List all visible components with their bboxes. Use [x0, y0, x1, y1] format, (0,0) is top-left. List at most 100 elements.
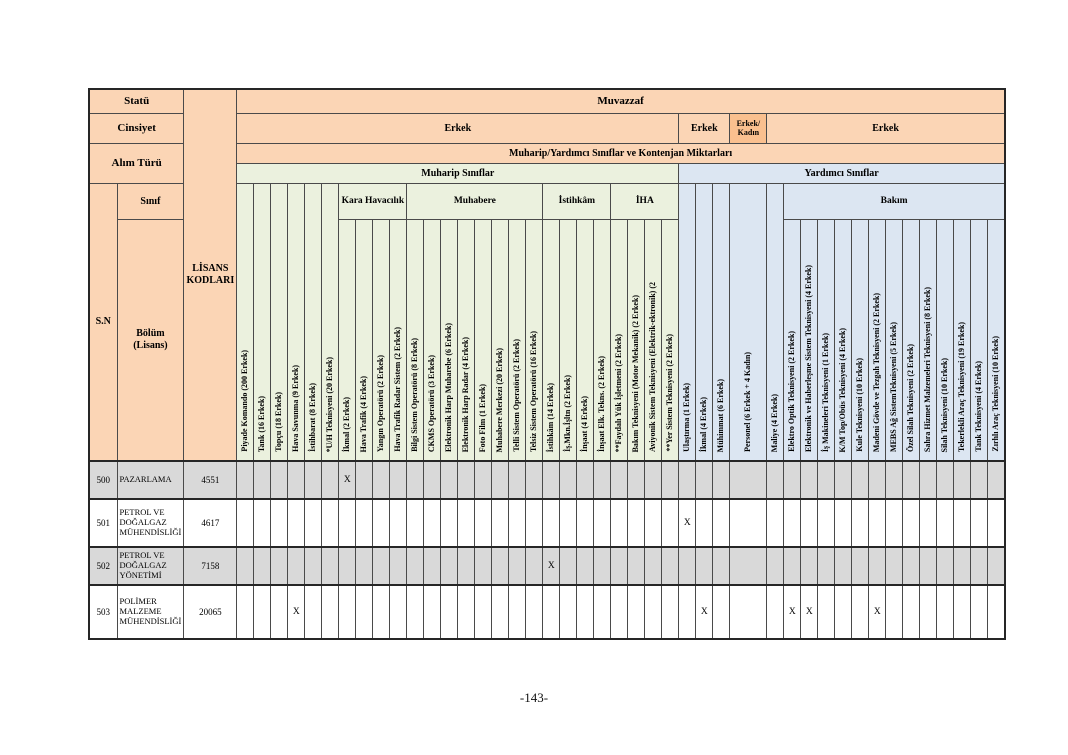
table-row: 500 PAZARLAMA 4551 X	[88, 460, 1006, 500]
empty-cell	[936, 460, 955, 500]
empty-cell	[712, 498, 731, 548]
empty-cell	[627, 498, 646, 548]
class-band-header: Yardımcı Sınıflar	[678, 162, 1006, 184]
empty-cell	[389, 498, 408, 548]
cinsiyet-value: Erkek/ Kadın	[729, 112, 768, 144]
column-header: Tekerlekli Araç Teknisyeni (19 Erkek)	[953, 218, 972, 462]
empty-cell	[834, 460, 853, 500]
empty-cell	[627, 584, 646, 640]
kontenjan-table: Statü LİSANS KODLARI Muvazzaf Cinsiyet Erkek…	[88, 88, 1006, 640]
column-header: Hava Savunma (9 Erkek)	[287, 182, 306, 462]
column-header-label: İş Makineleri Teknisyeni (1 Erkek)	[821, 332, 831, 452]
column-header-label: İkmal (2 Erkek)	[342, 396, 352, 452]
empty-cell	[885, 546, 904, 586]
column-header-label: İnşaat (4 Erkek)	[580, 395, 590, 452]
column-header: Foto Film (1 Erkek)	[474, 218, 493, 462]
empty-cell	[729, 498, 768, 548]
empty-cell	[902, 460, 921, 500]
empty-cell	[389, 584, 408, 640]
empty-cell	[695, 498, 714, 548]
column-header-label: Elektronik Harp Muharebe (6 Erkek)	[444, 322, 454, 452]
column-header-label: Silah Teknisyeni (10 Erkek)	[940, 357, 950, 452]
column-header: Hava Trafik Radar Sistem (2 Erkek)	[389, 218, 408, 462]
empty-cell	[987, 584, 1006, 640]
column-header: Piyade Komando (200 Erkek)	[236, 182, 255, 462]
column-header: Ulaştırma (1 Erkek)	[678, 182, 697, 462]
statu-header: Statü	[88, 88, 185, 114]
empty-cell	[559, 584, 578, 640]
empty-cell	[355, 498, 374, 548]
column-header: Kule Teknisyeni (10 Erkek)	[851, 218, 870, 462]
row-bolum: PETROL VE DOĞALGAZ MÜHENDİSLİĞİ	[116, 498, 185, 548]
column-header-label: *U/H Teknisyeni (20 Erkek)	[325, 356, 335, 452]
empty-cell	[253, 546, 272, 586]
column-header: Elektro Optik Teknisyeni (2 Erkek)	[783, 218, 802, 462]
empty-cell	[236, 546, 255, 586]
empty-cell	[919, 498, 938, 548]
column-header-label: Topçu (18 Erkek)	[274, 392, 284, 452]
empty-cell	[355, 584, 374, 640]
empty-cell	[885, 460, 904, 500]
empty-cell	[817, 546, 836, 586]
empty-cell	[304, 460, 323, 500]
empty-cell	[406, 546, 425, 586]
column-header-label: Mühimmat (6 Erkek)	[716, 378, 726, 452]
empty-cell	[661, 546, 680, 586]
statu-value: Muvazzaf	[236, 88, 1006, 114]
empty-cell	[236, 460, 255, 500]
empty-cell	[851, 460, 870, 500]
row-sn: 500	[88, 460, 118, 500]
column-header: **Yer Sistem Teknisyeni (2 Erkek)	[661, 218, 680, 462]
mark-x-cell: X	[800, 584, 819, 640]
empty-cell	[800, 460, 819, 500]
sn-header: S.N	[88, 182, 118, 462]
column-header: Personel (6 Erkek + 4 Kadın)	[729, 182, 768, 462]
empty-cell	[851, 546, 870, 586]
empty-cell	[661, 498, 680, 548]
row-sn: 503	[88, 584, 118, 640]
mark-x-cell: X	[868, 584, 887, 640]
empty-cell	[270, 460, 289, 500]
column-header: İkmal (2 Erkek)	[338, 218, 357, 462]
column-header: İkmal (4 Erkek)	[695, 182, 714, 462]
row-lisans-kodu: 4617	[183, 498, 238, 548]
empty-cell	[678, 546, 697, 586]
empty-cell	[919, 460, 938, 500]
empty-cell	[644, 546, 663, 586]
empty-cell	[766, 460, 785, 500]
empty-cell	[885, 498, 904, 548]
row-lisans-kodu: 4551	[183, 460, 238, 500]
column-header: Muhabere Merkezi (20 Erkek)	[491, 218, 510, 462]
empty-cell	[372, 546, 391, 586]
empty-cell	[593, 584, 612, 640]
row-bolum: PETROL VE DOĞALGAZ YÖNETİMİ	[116, 546, 185, 586]
empty-cell	[817, 498, 836, 548]
kontenjan-table-sheet: Statü LİSANS KODLARI Muvazzaf Cinsiyet Erkek…	[88, 88, 1006, 640]
column-header-label: Tekerlekli Araç Teknisyeni (19 Erkek)	[957, 322, 967, 452]
empty-cell	[253, 498, 272, 548]
empty-cell	[321, 546, 340, 586]
empty-cell	[559, 460, 578, 500]
empty-cell	[766, 546, 785, 586]
empty-cell	[525, 460, 544, 500]
column-header: K/M Top/Obüs Teknisyeni (4 Erkek)	[834, 218, 853, 462]
empty-cell	[868, 546, 887, 586]
column-header-label: Elektronik ve Haberleşme Sistem Teknisye…	[804, 265, 814, 452]
empty-cell	[457, 460, 476, 500]
empty-cell	[851, 498, 870, 548]
empty-cell	[729, 460, 768, 500]
empty-cell	[406, 584, 425, 640]
empty-cell	[491, 584, 510, 640]
column-header: CKMS Operatörü (3 Erkek)	[423, 218, 442, 462]
column-header-label: Bakım Teknisyeni (Motor Mekanik) (2 Erke…	[631, 294, 641, 452]
empty-cell	[987, 498, 1006, 548]
empty-cell	[355, 546, 374, 586]
empty-cell	[593, 460, 612, 500]
column-header-label: Maliye (4 Erkek)	[770, 393, 780, 452]
empty-cell	[355, 460, 374, 500]
empty-cell	[491, 546, 510, 586]
column-header: Tank Teknisyeni (4 Erkek)	[970, 218, 989, 462]
empty-cell	[868, 498, 887, 548]
empty-cell	[423, 584, 442, 640]
column-header: Telsiz Sistem Operatörü (16 Erkek)	[525, 218, 544, 462]
